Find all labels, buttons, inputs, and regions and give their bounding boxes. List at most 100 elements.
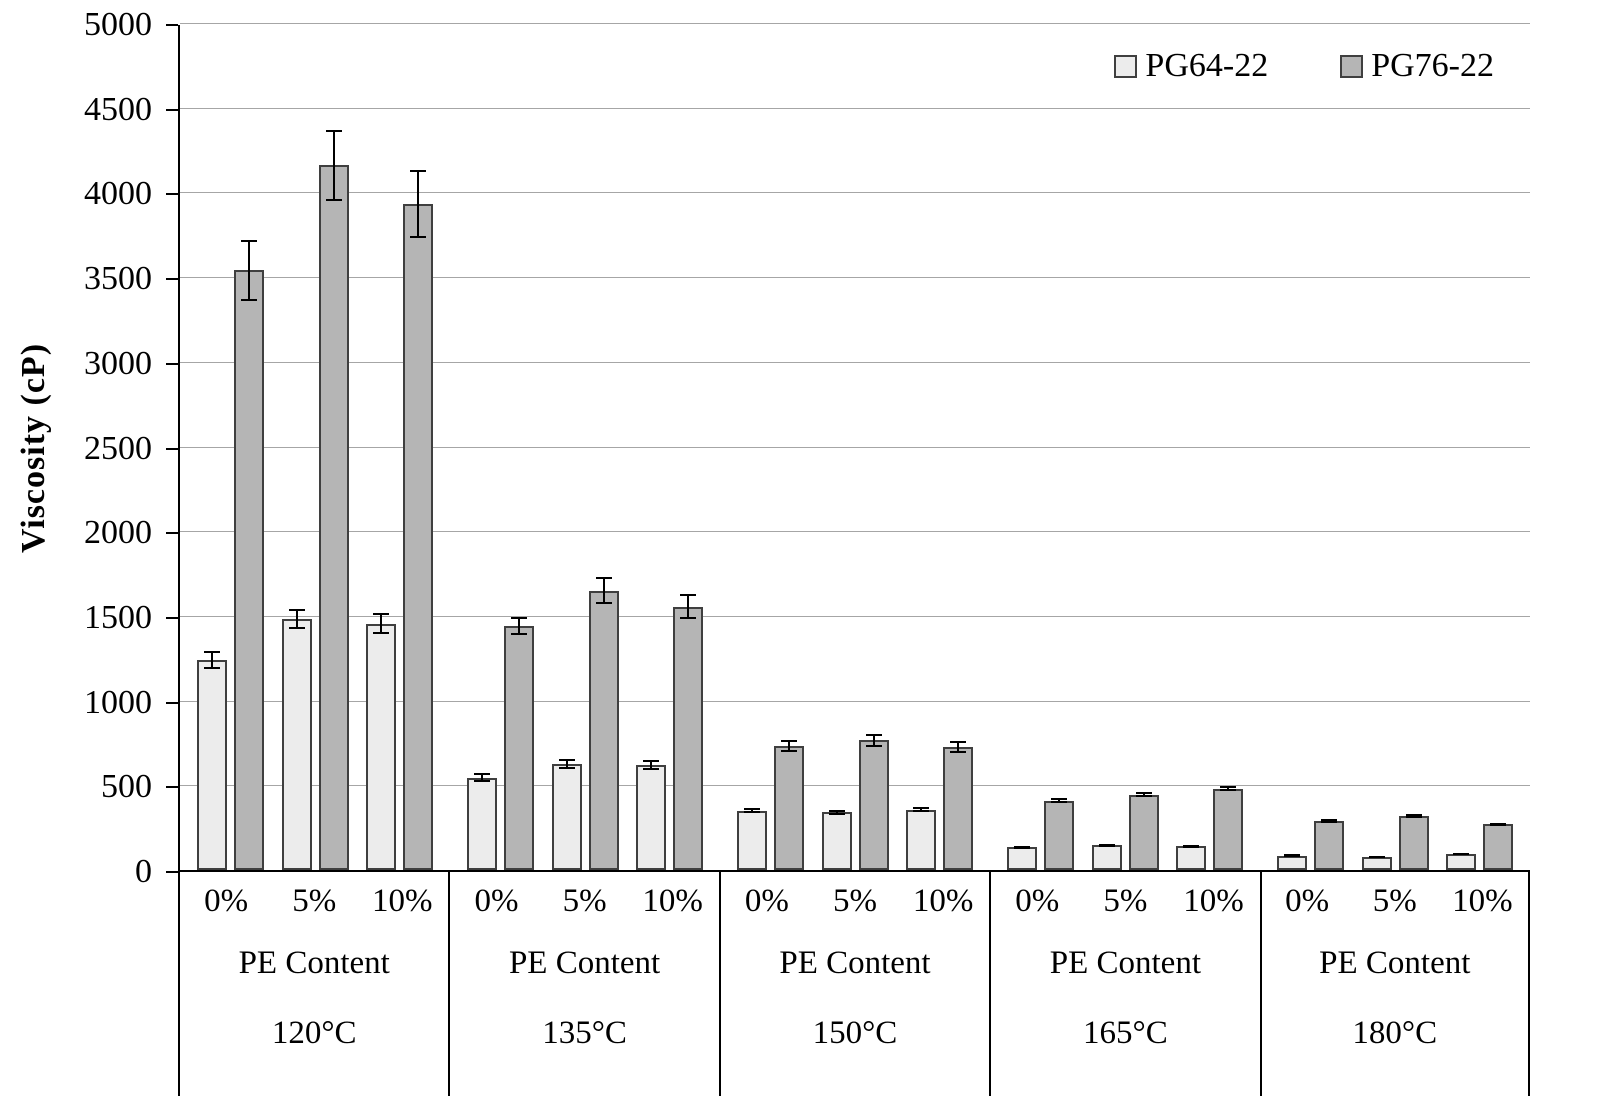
- bar-rect-PG64-22: [1445, 853, 1476, 870]
- bar-pair-120°C-10%: [365, 25, 433, 870]
- error-bar-cap-bottom: [204, 667, 221, 670]
- y-tick-label-1500: 1500: [84, 598, 152, 636]
- error-bar-cap-bottom: [1405, 815, 1422, 818]
- bar-group-165°C: [990, 25, 1260, 870]
- error-bar-cap-bottom: [595, 602, 612, 605]
- bar-PG64-22-135°C-0%: [467, 25, 498, 870]
- pe-percent-row-120°C: 0% 5% 10%: [180, 872, 448, 930]
- y-tick-mark-4500: [166, 108, 178, 111]
- bar-pair-135°C-10%: [635, 25, 703, 870]
- error-bar-line: [332, 129, 335, 201]
- pe-percent-row-135°C: 0% 5% 10%: [450, 872, 718, 930]
- bar-PG76-22-180°C-5%: [1398, 25, 1429, 870]
- bar-rect-PG64-22: [821, 812, 852, 870]
- bar-PG64-22-120°C-10%: [365, 25, 396, 870]
- bar-PG64-22-135°C-5%: [551, 25, 582, 870]
- bar-rect-PG76-22: [318, 165, 349, 870]
- pe-percent-label-5%: 5%: [292, 882, 337, 919]
- y-tick-label-4000: 4000: [84, 175, 152, 213]
- error-bar-cap-bottom: [325, 198, 342, 201]
- bar-pair-165°C-5%: [1091, 25, 1159, 870]
- pe-content-label-180°C: PE Content: [1319, 944, 1471, 981]
- bar-rect-PG64-22: [1175, 846, 1206, 870]
- pe-percent-label-10%: 10%: [1183, 882, 1244, 919]
- y-tick-label-2500: 2500: [84, 429, 152, 467]
- bar-pair-180°C-10%: [1445, 25, 1513, 870]
- error-bar-cap-top: [595, 576, 612, 579]
- error-bar-cap-bottom: [828, 812, 845, 815]
- error-bar-line: [565, 759, 568, 770]
- bar-PG64-22-180°C-5%: [1361, 25, 1392, 870]
- bar-PG64-22-135°C-10%: [635, 25, 666, 870]
- error-bar-line: [379, 613, 382, 634]
- bar-rect-PG76-22: [858, 740, 889, 870]
- error-bar-cap-top: [1182, 844, 1199, 847]
- error-bar-line: [751, 808, 754, 814]
- error-bar-line: [295, 609, 298, 630]
- bar-rect-PG76-22: [942, 747, 973, 870]
- bar-pair-135°C-5%: [551, 25, 619, 870]
- gridline-2000: [180, 531, 1530, 533]
- bar-PG64-22-165°C-0%: [1007, 25, 1038, 870]
- temperature-label-180°C: 180°C: [1352, 1014, 1438, 1051]
- pe-percent-label-10%: 10%: [642, 882, 703, 919]
- error-bar-cap-bottom: [949, 751, 966, 754]
- bar-PG64-22-120°C-0%: [197, 25, 228, 870]
- y-axis-ticks: 0 500 1000 1500 2000 2500 3000 3500 4000 4500 5000: [0, 8, 178, 889]
- error-bar-cap-bottom: [372, 631, 389, 634]
- y-tick-label-3000: 3000: [84, 344, 152, 382]
- error-bar-cap-bottom: [744, 811, 761, 814]
- y-tick-mark-5000: [166, 24, 178, 26]
- error-bar-cap-bottom: [241, 298, 258, 301]
- pe-percent-row-180°C: 0% 5% 10%: [1262, 872, 1528, 930]
- legend-item-pg64-22: PG64-22: [1114, 47, 1268, 85]
- legend-item-pg76-22: PG76-22: [1340, 47, 1494, 85]
- error-bar-line: [1226, 786, 1229, 792]
- bar-rect-PG64-22: [905, 809, 936, 870]
- bar-PG76-22-150°C-10%: [942, 25, 973, 870]
- error-bar-line: [919, 807, 922, 813]
- bar-PG76-22-135°C-0%: [504, 25, 535, 870]
- bar-group-120°C: [180, 25, 450, 870]
- bar-rect-PG76-22: [1212, 788, 1243, 870]
- bar-pair-150°C-10%: [905, 25, 973, 870]
- error-bar-cap-top: [204, 650, 221, 653]
- gridline-1000: [180, 700, 1530, 702]
- error-bar-cap-top: [474, 773, 491, 776]
- y-tick-label-2000: 2000: [84, 514, 152, 552]
- bar-PG76-22-180°C-0%: [1314, 25, 1345, 870]
- pe-content-label-135°C: PE Content: [508, 944, 661, 981]
- bar-pair-180°C-5%: [1361, 25, 1429, 870]
- bar-PG76-22-165°C-5%: [1128, 25, 1159, 870]
- bar-rect-PG76-22: [1128, 794, 1159, 870]
- bar-PG76-22-120°C-0%: [234, 25, 265, 870]
- bar-PG76-22-135°C-10%: [672, 25, 703, 870]
- error-bar-cap-top: [949, 741, 966, 744]
- gridline-5000: [180, 23, 1530, 24]
- error-bar-cap-top: [679, 593, 696, 596]
- y-tick-mark-0: [166, 871, 178, 873]
- pe-percent-label-10%: 10%: [912, 882, 974, 919]
- gridline-4500: [180, 107, 1530, 109]
- x-group-150°C: 0% 5% 10% PE Content 150°C: [718, 872, 989, 1096]
- bar-PG76-22-150°C-0%: [774, 25, 805, 870]
- error-bar-cap-top: [912, 807, 929, 810]
- bar-rect-PG64-22: [1277, 855, 1308, 870]
- error-bar-cap-top: [744, 808, 761, 811]
- error-bar-cap-top: [288, 609, 305, 612]
- y-tick-label-4500: 4500: [84, 90, 152, 128]
- pe-percent-label-5%: 5%: [1372, 882, 1417, 919]
- error-bar-cap-top: [1489, 822, 1506, 825]
- error-bar-cap-top: [865, 733, 882, 736]
- error-bar-line: [835, 809, 838, 815]
- bar-group-135°C: [450, 25, 720, 870]
- gridline-1500: [180, 615, 1530, 617]
- y-tick-mark-2500: [166, 447, 178, 450]
- pe-content-label-120°C: PE Content: [238, 944, 390, 981]
- bar-rect-PG64-22: [1091, 845, 1122, 870]
- y-tick-mark-1000: [166, 701, 178, 704]
- legend: PG64-22 PG76-22: [1114, 47, 1494, 85]
- pe-percent-label-5%: 5%: [562, 882, 607, 919]
- bar-pair-180°C-0%: [1277, 25, 1345, 870]
- pe-percent-label-5%: 5%: [1103, 882, 1148, 919]
